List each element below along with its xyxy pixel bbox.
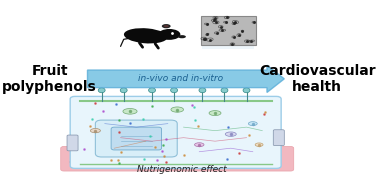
Text: in-vivo and in-vitro: in-vivo and in-vitro <box>138 74 223 83</box>
Ellipse shape <box>225 132 236 136</box>
FancyBboxPatch shape <box>67 135 78 151</box>
Ellipse shape <box>170 88 178 93</box>
Ellipse shape <box>199 88 206 93</box>
Ellipse shape <box>178 35 186 38</box>
Ellipse shape <box>120 88 127 93</box>
Ellipse shape <box>123 109 137 114</box>
Ellipse shape <box>221 88 228 93</box>
Ellipse shape <box>209 111 221 116</box>
Bar <box>201 16 256 45</box>
FancyBboxPatch shape <box>70 96 281 168</box>
Bar <box>203 45 254 49</box>
FancyBboxPatch shape <box>273 130 284 145</box>
Text: Nutrigenomic effect: Nutrigenomic effect <box>137 165 227 174</box>
FancyBboxPatch shape <box>111 127 161 150</box>
Ellipse shape <box>248 122 257 125</box>
Ellipse shape <box>158 29 180 40</box>
Text: Fruit
polyphenols: Fruit polyphenols <box>2 64 97 94</box>
Ellipse shape <box>149 88 155 93</box>
FancyBboxPatch shape <box>95 120 177 157</box>
Ellipse shape <box>90 129 101 133</box>
Ellipse shape <box>171 107 184 112</box>
Ellipse shape <box>162 24 170 28</box>
Text: Cardiovascular
health: Cardiovascular health <box>259 64 376 94</box>
Ellipse shape <box>164 25 169 27</box>
FancyBboxPatch shape <box>61 146 294 171</box>
FancyArrow shape <box>87 65 284 92</box>
Ellipse shape <box>243 88 250 93</box>
Ellipse shape <box>255 143 263 146</box>
Ellipse shape <box>98 88 105 93</box>
Ellipse shape <box>124 28 167 44</box>
Ellipse shape <box>195 143 204 147</box>
